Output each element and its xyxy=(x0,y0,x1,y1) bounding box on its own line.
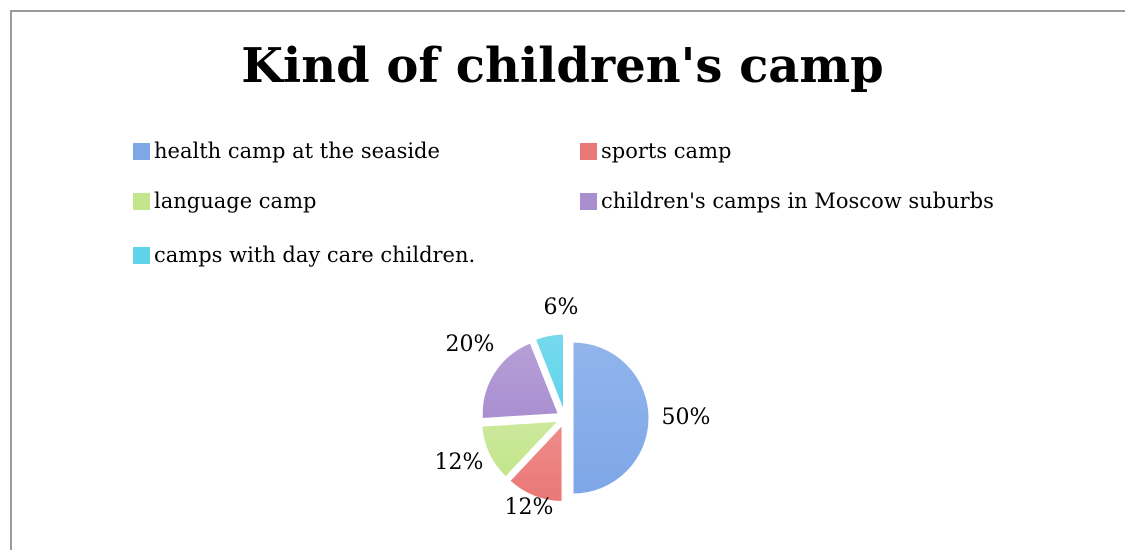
pie-slice-children-s-camps-in-moscow-suburbs xyxy=(481,342,559,420)
pie-data-label: 20% xyxy=(446,332,495,357)
pie-data-label: 6% xyxy=(544,295,579,320)
pie-chart: 50% 12% 12% 20% 6% xyxy=(435,295,711,520)
pie-slice-health-camp-at-the-seaside xyxy=(572,341,650,495)
legend-swatch xyxy=(580,142,597,160)
chart-frame xyxy=(10,10,1125,550)
legend-item-language-camp: language camp xyxy=(133,189,316,213)
pie-slice-language-camp xyxy=(481,420,559,478)
legend-label: health camp at the seaside xyxy=(154,139,440,163)
legend-label: camps with day care children. xyxy=(154,243,476,267)
legend-label: children's camps in Moscow suburbs xyxy=(601,189,994,213)
legend-swatch xyxy=(133,246,150,264)
legend-label: language camp xyxy=(154,189,317,213)
chart-title: Kind of children's camp xyxy=(241,38,884,94)
legend-item-health-camp: health camp at the seaside xyxy=(133,139,440,163)
pie-data-label: 50% xyxy=(662,405,711,430)
pie-slice-sports-camp xyxy=(509,424,563,502)
legend-item-sports-camp: sports camp xyxy=(580,139,731,163)
legend-swatch xyxy=(133,142,150,160)
pie-data-label: 12% xyxy=(505,495,554,520)
legend-swatch xyxy=(133,192,150,210)
legend-swatch xyxy=(580,192,597,210)
legend-label: sports camp xyxy=(601,139,732,163)
pie-data-label: 12% xyxy=(435,450,484,475)
legend-item-moscow-suburbs: children's camps in Moscow suburbs xyxy=(580,189,994,213)
pie-slice-camps-with-day-care-children xyxy=(534,333,565,411)
legend-item-day-care: camps with day care children. xyxy=(133,243,475,267)
